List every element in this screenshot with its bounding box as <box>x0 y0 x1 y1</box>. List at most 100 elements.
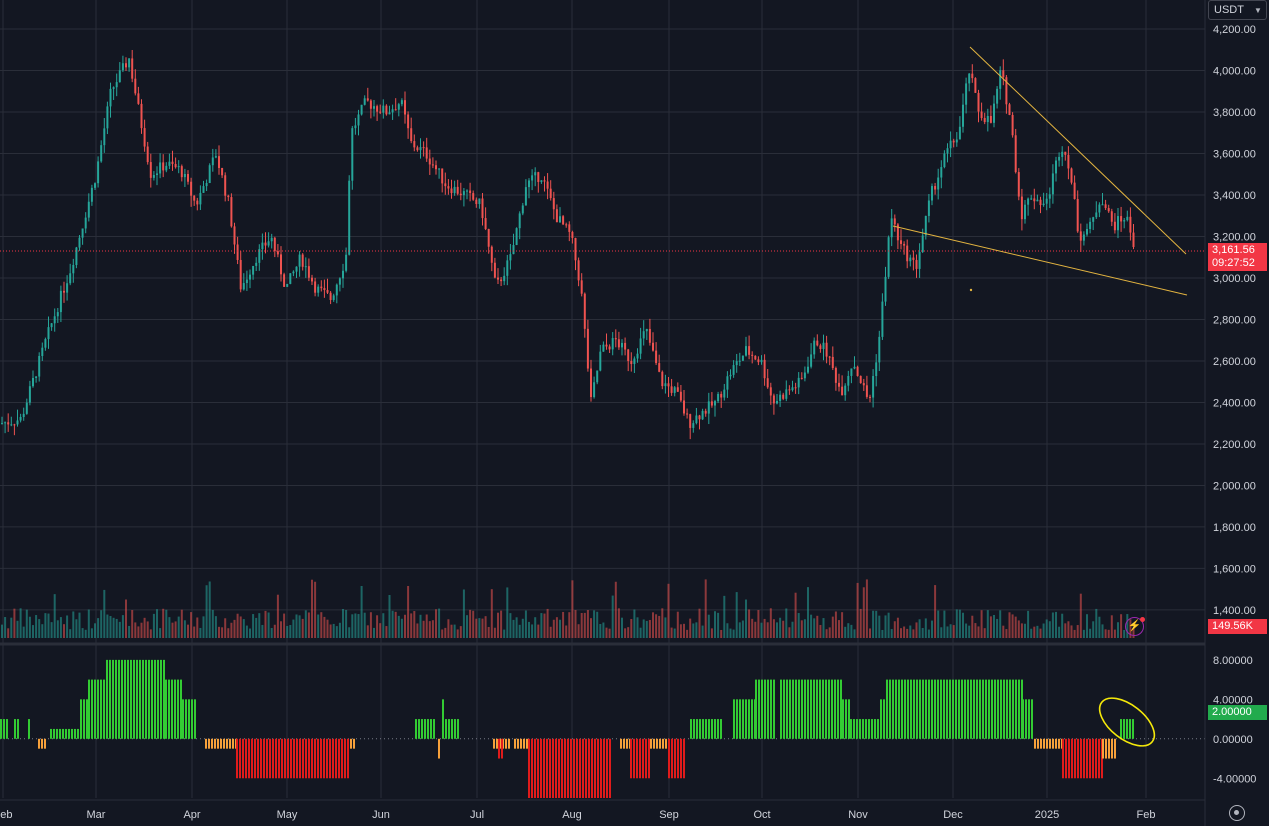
volume-bar <box>698 608 701 638</box>
oscillator-bar <box>880 699 882 739</box>
candle-body <box>1039 199 1042 206</box>
candle-body <box>698 415 701 420</box>
candle-body <box>230 197 233 227</box>
candle-body <box>652 342 654 351</box>
oscillator-bar <box>74 728 76 739</box>
volume-bar <box>128 625 131 638</box>
oscillator-bar <box>582 738 584 798</box>
oscillator-bar <box>795 679 797 739</box>
oscillator-bar <box>139 659 141 739</box>
volume-bar <box>1005 629 1008 638</box>
candle-body <box>1058 156 1061 161</box>
oscillator-bar <box>421 719 423 739</box>
lightning-icon[interactable]: ⚡ <box>1125 617 1145 636</box>
oscillator-bar <box>889 679 891 739</box>
oscillator-value-label: 2.00000 <box>1208 705 1267 720</box>
volume-bar <box>106 614 109 638</box>
oscillator-bar <box>755 679 757 739</box>
candle-body <box>1070 168 1073 183</box>
candle-body <box>968 73 971 84</box>
candle-body <box>965 83 968 105</box>
volume-bar <box>1070 625 1073 638</box>
oscillator-bar <box>1028 699 1030 739</box>
oscillator-bar <box>783 679 785 739</box>
oscillator-bar <box>594 738 596 798</box>
volume-bar <box>59 617 62 638</box>
candle-body <box>490 246 493 263</box>
oscillator-bar <box>910 679 912 739</box>
unit-dropdown[interactable]: USDT ▼ <box>1208 0 1267 20</box>
gear-icon[interactable] <box>1229 805 1245 821</box>
volume-bar <box>540 613 543 638</box>
volume-bar <box>989 616 992 638</box>
volume-bar <box>462 589 465 638</box>
oscillator-bar <box>1132 719 1134 739</box>
volume-bar <box>214 616 217 638</box>
candle-body <box>608 346 611 350</box>
candle-body <box>562 216 565 225</box>
volume-bar <box>177 616 180 638</box>
oscillator-bar <box>842 699 844 739</box>
candle-body <box>980 111 983 119</box>
volume-bar <box>1113 629 1116 638</box>
candle-body <box>75 247 78 265</box>
volume-bar <box>559 619 561 638</box>
volume-bar <box>531 624 534 638</box>
volume-bar <box>692 623 695 638</box>
volume-bar <box>208 581 211 638</box>
candle-body <box>896 224 899 241</box>
volume-bar <box>301 618 304 638</box>
volume-bar <box>69 629 72 638</box>
oscillator-bar <box>997 679 999 739</box>
volume-bar <box>252 614 255 638</box>
volume-bar <box>896 617 899 638</box>
oscillator-bar <box>338 738 340 779</box>
candle-body <box>621 342 623 348</box>
oscillator-bar <box>770 679 772 739</box>
volume-bar <box>648 619 651 638</box>
oscillator-bar <box>819 679 821 739</box>
volume-bar <box>4 617 7 638</box>
volume-bar <box>407 585 410 638</box>
volume-bar <box>571 580 574 638</box>
oscillator-bar <box>856 719 858 739</box>
volume-bar <box>580 612 583 638</box>
candle-body <box>456 186 459 194</box>
candle-body <box>810 354 813 367</box>
candle-body <box>881 301 884 337</box>
volume-bar <box>834 611 837 638</box>
candle-body <box>1132 232 1135 247</box>
oscillator-bar <box>296 738 298 779</box>
oscillator-bar <box>130 659 132 739</box>
candle-body <box>1061 151 1064 157</box>
oscillator-bar <box>1098 738 1100 779</box>
volume-bar <box>264 610 267 638</box>
oscillator-bar <box>609 738 611 798</box>
volume-bar <box>515 617 518 638</box>
candle-body <box>571 231 574 239</box>
candle-body <box>233 226 236 245</box>
oscillator-bar <box>50 728 52 739</box>
volume-bar <box>1082 629 1085 638</box>
oscillator-bar <box>979 679 981 739</box>
candle-body <box>738 360 741 362</box>
volume-bar <box>149 629 152 638</box>
volume-bar <box>999 610 1002 638</box>
oscillator-bar <box>53 728 55 739</box>
volume-bar <box>869 628 871 638</box>
volume-bar <box>78 612 81 638</box>
volume-bar <box>549 626 552 638</box>
candle-body <box>131 58 134 79</box>
candle-body <box>87 201 90 218</box>
volume-bar <box>754 621 757 638</box>
oscillator-bar <box>690 719 692 739</box>
candle-body <box>776 400 778 404</box>
candle-body <box>726 376 729 390</box>
candle-body <box>624 342 627 350</box>
candle-body <box>435 165 437 170</box>
oscillator-bar <box>588 738 590 798</box>
candle-body <box>999 70 1002 89</box>
oscillator-bar <box>1043 738 1045 749</box>
volume-bar <box>444 627 447 638</box>
